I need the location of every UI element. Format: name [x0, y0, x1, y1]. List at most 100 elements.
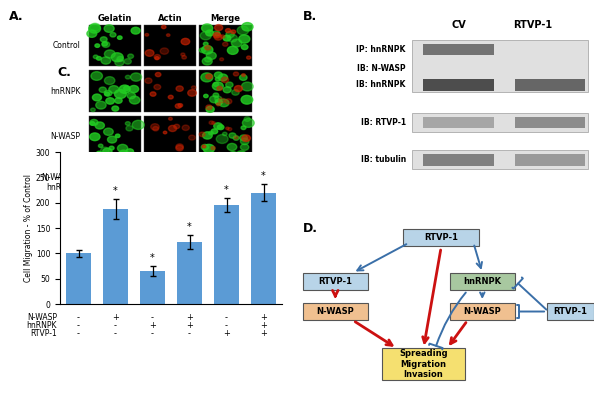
Circle shape [208, 165, 217, 171]
Circle shape [217, 86, 223, 90]
Circle shape [176, 86, 183, 91]
Circle shape [227, 190, 235, 196]
Circle shape [130, 96, 140, 104]
Text: N-WASP: N-WASP [50, 132, 80, 142]
Circle shape [213, 82, 218, 86]
Circle shape [229, 184, 242, 193]
Text: -: - [151, 314, 154, 322]
Circle shape [175, 195, 179, 198]
Text: +: + [186, 322, 193, 330]
Circle shape [242, 135, 250, 142]
Circle shape [176, 145, 183, 151]
Circle shape [203, 132, 212, 139]
Circle shape [98, 144, 103, 148]
Circle shape [125, 75, 130, 79]
Circle shape [217, 103, 220, 106]
Text: IB: hnRNPK: IB: hnRNPK [356, 80, 406, 90]
Circle shape [149, 186, 155, 190]
Circle shape [226, 31, 234, 38]
Circle shape [226, 191, 232, 195]
Circle shape [166, 34, 170, 36]
Text: *: * [187, 222, 192, 232]
Text: -: - [77, 322, 80, 330]
Circle shape [102, 42, 107, 46]
Circle shape [130, 172, 136, 177]
Circle shape [115, 59, 124, 66]
FancyBboxPatch shape [450, 273, 515, 290]
Circle shape [223, 35, 231, 41]
Circle shape [101, 57, 111, 64]
Circle shape [104, 128, 113, 135]
Circle shape [131, 73, 142, 81]
Circle shape [124, 86, 130, 90]
Circle shape [132, 120, 144, 130]
Circle shape [169, 125, 176, 132]
Circle shape [220, 58, 224, 61]
Bar [144, 25, 196, 66]
Circle shape [226, 82, 233, 88]
Circle shape [223, 169, 229, 173]
Circle shape [202, 24, 212, 32]
Bar [424, 117, 494, 128]
Circle shape [155, 56, 159, 60]
Circle shape [241, 95, 253, 104]
Circle shape [214, 34, 222, 40]
Circle shape [174, 124, 179, 129]
Circle shape [227, 143, 237, 151]
Circle shape [205, 57, 211, 62]
Circle shape [215, 167, 227, 176]
Text: N-WASP +
hnRNPK: N-WASP + hnRNPK [42, 173, 80, 192]
Circle shape [110, 32, 116, 37]
Circle shape [104, 90, 112, 96]
Circle shape [145, 78, 152, 84]
Circle shape [95, 176, 101, 181]
Circle shape [119, 150, 128, 157]
FancyBboxPatch shape [303, 303, 368, 320]
Circle shape [241, 44, 248, 50]
Text: Gelatin: Gelatin [98, 14, 132, 23]
Bar [412, 113, 588, 132]
Y-axis label: Cell Migration - % of Control: Cell Migration - % of Control [24, 174, 33, 282]
Circle shape [115, 98, 122, 103]
Circle shape [223, 87, 231, 93]
Circle shape [204, 187, 211, 193]
Circle shape [215, 77, 220, 81]
Text: B.: B. [303, 10, 317, 23]
Circle shape [226, 127, 229, 130]
Circle shape [116, 185, 124, 190]
Text: *: * [113, 186, 118, 196]
Circle shape [203, 94, 208, 98]
Circle shape [145, 50, 154, 56]
Text: +: + [260, 322, 267, 330]
Circle shape [106, 98, 115, 104]
Circle shape [183, 196, 188, 199]
Circle shape [225, 99, 232, 104]
Circle shape [215, 96, 222, 101]
Circle shape [202, 145, 206, 148]
Bar [178, 242, 202, 304]
Circle shape [131, 178, 138, 184]
Circle shape [203, 144, 215, 153]
Circle shape [128, 54, 134, 58]
Bar [89, 116, 141, 158]
Bar [67, 253, 91, 304]
Circle shape [92, 94, 101, 101]
Circle shape [206, 106, 214, 112]
Circle shape [226, 179, 236, 186]
Circle shape [218, 190, 227, 196]
Circle shape [247, 56, 251, 59]
Text: +: + [260, 330, 267, 338]
Circle shape [217, 152, 221, 155]
Circle shape [96, 101, 106, 109]
Circle shape [232, 90, 239, 95]
Circle shape [110, 153, 115, 156]
Circle shape [153, 126, 158, 131]
Circle shape [101, 147, 109, 154]
Circle shape [230, 170, 238, 176]
Circle shape [161, 25, 166, 29]
Circle shape [95, 122, 104, 129]
Text: *: * [224, 185, 229, 195]
Text: RTVP-1: RTVP-1 [30, 330, 57, 338]
Circle shape [129, 86, 139, 93]
Bar [144, 162, 196, 204]
